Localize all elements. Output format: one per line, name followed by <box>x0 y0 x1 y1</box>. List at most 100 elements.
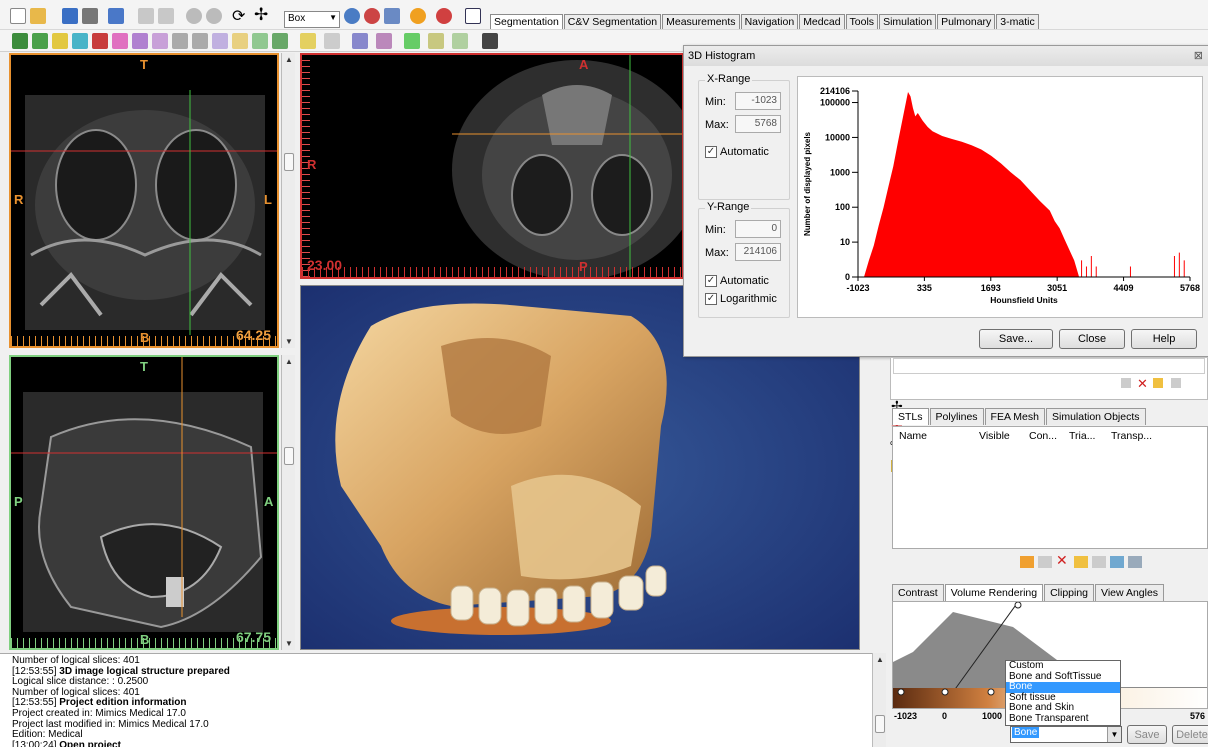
tab-segmentation[interactable]: Segmentation <box>490 14 563 29</box>
tab-volume-rendering[interactable]: Volume Rendering <box>944 584 1044 601</box>
scroll-down-icon[interactable]: ▼ <box>285 337 293 346</box>
duplicate-icon[interactable] <box>1074 556 1088 568</box>
dynamic-region-icon[interactable] <box>112 33 128 49</box>
morphology-icon[interactable] <box>232 33 248 49</box>
threshold-icon[interactable] <box>52 33 68 49</box>
layout-icon[interactable] <box>465 8 481 24</box>
profile-line-icon[interactable] <box>12 33 28 49</box>
scroll-up-icon[interactable]: ▲ <box>285 357 293 366</box>
delete-icon[interactable]: ✕ <box>1137 376 1148 391</box>
open-folder-icon[interactable] <box>30 8 46 24</box>
preset-select[interactable]: Bone ▼ <box>1010 726 1122 743</box>
axial-view[interactable]: A R P 23.00 <box>300 53 684 279</box>
preset-option[interactable]: Soft tissue <box>1009 691 1056 703</box>
preset-delete-button[interactable]: Delete <box>1172 725 1208 744</box>
zoom-in-icon[interactable] <box>344 8 360 24</box>
smart-fill-icon[interactable] <box>272 33 288 49</box>
pan-icon[interactable]: ✢ <box>891 398 903 414</box>
scroll-thumb[interactable] <box>875 715 885 733</box>
figure-icon[interactable] <box>482 33 498 49</box>
zoom-out-icon[interactable] <box>364 8 380 24</box>
smooth-icon[interactable] <box>376 33 392 49</box>
tab-polylines[interactable]: Polylines <box>929 408 984 425</box>
column-header[interactable]: Visible <box>979 430 1010 442</box>
redo-icon[interactable] <box>206 8 222 24</box>
tab-measurements[interactable]: Measurements <box>662 14 740 29</box>
lasso-icon[interactable] <box>192 33 208 49</box>
tab-fea-mesh[interactable]: FEA Mesh <box>984 408 1045 425</box>
edit-mask-icon[interactable] <box>152 33 168 49</box>
preset-save-button[interactable]: Save <box>1127 725 1167 744</box>
tab-clipping[interactable]: Clipping <box>1044 584 1095 601</box>
calculate-3d-icon[interactable] <box>300 33 316 49</box>
log-scrollbar[interactable]: ▲ <box>872 653 886 747</box>
tab-stls[interactable]: STLs <box>892 408 929 425</box>
help-cursor-icon[interactable] <box>436 8 452 24</box>
close-icon[interactable]: ⊠ <box>1193 50 1203 62</box>
delete-icon[interactable]: ✕ <box>1056 552 1068 568</box>
paste-icon[interactable] <box>158 8 174 24</box>
coronal-view[interactable]: T R L B 64.25 <box>9 53 279 348</box>
properties-icon[interactable] <box>1092 556 1106 568</box>
duplicate-icon[interactable] <box>1153 378 1163 388</box>
tab-contrast[interactable]: Contrast <box>892 584 944 601</box>
boolean-icon[interactable] <box>252 33 268 49</box>
fill-icon[interactable] <box>212 33 228 49</box>
sagittal-view[interactable]: T P A B 67.75 <box>9 355 279 650</box>
measure-icon[interactable] <box>32 33 48 49</box>
print-icon[interactable] <box>82 8 98 24</box>
column-header[interactable]: Name <box>899 430 928 442</box>
column-header[interactable]: Transp... <box>1111 430 1153 442</box>
save-button[interactable]: Save... <box>979 329 1053 349</box>
folder-icon[interactable] <box>1020 556 1034 568</box>
column-header[interactable]: Con... <box>1029 430 1058 442</box>
undo-icon[interactable] <box>186 8 202 24</box>
save-icon[interactable] <box>62 8 78 24</box>
preset-option[interactable]: Bone and SoftTissue <box>1009 670 1102 682</box>
tab-simulation[interactable]: Simulation <box>879 14 937 29</box>
x-automatic-checkbox[interactable]: ✓ Automatic <box>705 146 769 158</box>
chevron-down-icon[interactable]: ▼ <box>1107 727 1121 742</box>
wrap-icon[interactable] <box>352 33 368 49</box>
zoom-fit-icon[interactable] <box>384 8 400 24</box>
x-min-field[interactable]: -1023 <box>735 92 781 110</box>
tool-combo[interactable]: Box ▼ <box>284 11 340 28</box>
mask-icon[interactable] <box>92 33 108 49</box>
tab-pulmonary[interactable]: Pulmonary <box>937 14 996 29</box>
tab-view-angles[interactable]: View Angles <box>1095 584 1165 601</box>
tab-medcad[interactable]: Medcad <box>799 14 845 29</box>
copy-icon[interactable] <box>1038 556 1052 568</box>
info-icon[interactable] <box>410 8 426 24</box>
scroll-thumb[interactable] <box>284 447 294 465</box>
mesh-icon[interactable] <box>428 33 444 49</box>
coronal-scrollbar[interactable]: ▲ ▼ <box>281 53 295 348</box>
preset-option[interactable]: Bone and Skin <box>1009 702 1075 714</box>
tab-tools[interactable]: Tools <box>845 14 879 29</box>
x-max-field[interactable]: 5768 <box>735 115 781 133</box>
scroll-down-icon[interactable]: ▼ <box>285 639 293 648</box>
multiple-slice-edit-icon[interactable] <box>132 33 148 49</box>
properties-icon[interactable] <box>1171 378 1181 388</box>
column-header[interactable]: Tria... <box>1069 430 1096 442</box>
scroll-up-icon[interactable]: ▲ <box>285 55 293 64</box>
preset-option[interactable]: Custom <box>1009 660 1044 671</box>
preset-option[interactable]: Bone <box>1006 682 1120 693</box>
dialog-titlebar[interactable]: 3D Histogram ⊠ <box>684 46 1208 66</box>
tab-c-v-segmentation[interactable]: C&V Segmentation <box>563 14 662 29</box>
y-min-field[interactable]: 0 <box>735 220 781 238</box>
preset-option[interactable]: Bone Transparent <box>1009 712 1089 724</box>
new-icon[interactable] <box>1121 378 1131 388</box>
y-automatic-checkbox[interactable]: ✓ Automatic <box>705 275 769 287</box>
export-icon[interactable] <box>1110 556 1124 568</box>
sagittal-scrollbar[interactable]: ▲ ▼ <box>281 355 295 650</box>
tab-simulation-objects[interactable]: Simulation Objects <box>1045 408 1146 425</box>
new-file-icon[interactable] <box>10 8 26 24</box>
move-icon[interactable] <box>1128 556 1142 568</box>
help-button[interactable]: Help <box>1131 329 1197 349</box>
pan-icon[interactable]: ✢ <box>254 5 269 24</box>
rotate-icon[interactable]: ⟳ <box>232 8 246 25</box>
close-button[interactable]: Close <box>1059 329 1125 349</box>
scroll-up-icon[interactable]: ▲ <box>876 655 884 664</box>
tab-3-matic[interactable]: 3-matic <box>996 14 1039 29</box>
split-mask-icon[interactable] <box>324 33 340 49</box>
